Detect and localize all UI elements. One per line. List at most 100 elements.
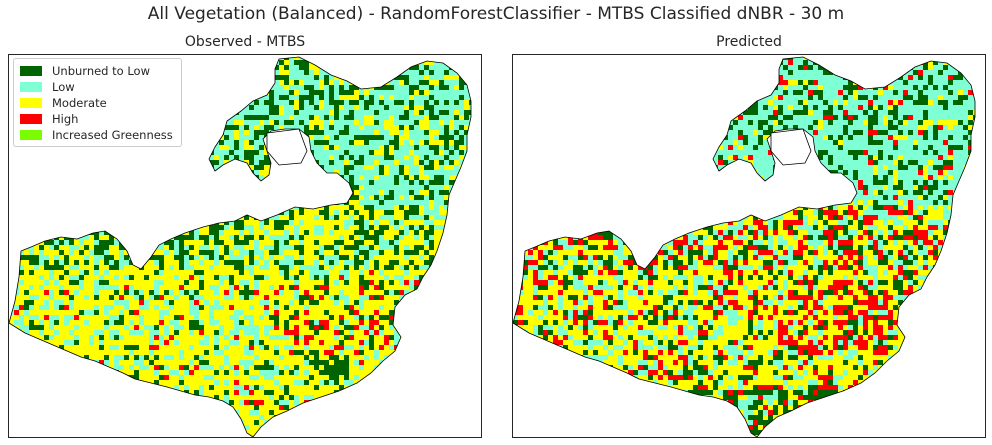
raster-cell [334, 245, 339, 250]
raster-cell [409, 70, 414, 75]
raster-cell [324, 57, 329, 60]
raster-cell [334, 105, 339, 110]
raster-cell [164, 315, 169, 320]
raster-cell [404, 90, 409, 95]
raster-cell [29, 265, 34, 270]
raster-cell [469, 205, 471, 210]
raster-cell [319, 305, 324, 310]
raster-cell [29, 195, 34, 200]
raster-cell [9, 270, 14, 275]
raster-cell [299, 115, 304, 120]
raster-cell [389, 110, 394, 115]
raster-cell [464, 190, 469, 195]
raster-cell [439, 145, 444, 150]
raster-cell [274, 57, 279, 60]
raster-cell [29, 235, 34, 240]
raster-cell [469, 250, 471, 255]
raster-cell [404, 110, 409, 115]
raster-cell [369, 285, 374, 290]
raster-cell [344, 110, 349, 115]
raster-cell [14, 240, 19, 245]
raster-cell [424, 90, 429, 95]
raster-cell [409, 235, 414, 240]
raster-cell [424, 130, 429, 135]
raster-cell [349, 190, 354, 195]
raster-cell [474, 70, 479, 75]
raster-cell [209, 85, 214, 90]
raster-cell [224, 235, 229, 240]
raster-cell [19, 195, 24, 200]
raster-cell [339, 270, 344, 275]
raster-cell [354, 57, 359, 60]
raster-cell [249, 305, 254, 310]
raster-cell [259, 75, 264, 80]
raster-cell [189, 95, 194, 100]
raster-cell [104, 180, 109, 185]
raster-cell [394, 130, 399, 135]
raster-cell [319, 160, 324, 165]
raster-cell [474, 200, 479, 205]
raster-cell [209, 185, 214, 190]
raster-cell [174, 160, 179, 165]
raster-cell [189, 120, 194, 125]
raster-cell [9, 190, 14, 195]
raster-cell [274, 265, 279, 270]
raster-cell [29, 230, 34, 235]
raster-cell [274, 270, 279, 275]
raster-cell [219, 185, 224, 190]
raster-cell [279, 235, 284, 240]
raster-cell [359, 265, 364, 270]
raster-cell [214, 255, 219, 260]
raster-cell [389, 125, 394, 130]
raster-cell [394, 220, 399, 225]
raster-cell [209, 140, 214, 145]
raster-cell [434, 285, 439, 290]
raster-cell [164, 245, 169, 250]
raster-cell [404, 57, 409, 60]
raster-cell [114, 185, 119, 190]
raster-cell [269, 290, 274, 295]
raster-cell [119, 190, 124, 195]
raster-cell [194, 315, 199, 320]
raster-cell [269, 57, 274, 60]
raster-cell [79, 250, 84, 255]
raster-cell [254, 115, 259, 120]
raster-cell [289, 245, 294, 250]
raster-cell [244, 155, 249, 160]
raster-cell [89, 240, 94, 245]
raster-cell [234, 175, 239, 180]
raster-cell [429, 175, 434, 180]
raster-cell [454, 85, 459, 90]
raster-cell [324, 225, 329, 230]
raster-cell [249, 290, 254, 295]
raster-cell [359, 160, 364, 165]
raster-cell [339, 190, 344, 195]
raster-cell [69, 185, 74, 190]
raster-cell [384, 295, 389, 300]
raster-cell [359, 95, 364, 100]
raster-cell [324, 90, 329, 95]
raster-cell [259, 65, 264, 70]
raster-cell [434, 275, 439, 280]
raster-cell [189, 300, 194, 305]
raster-cell [404, 300, 409, 305]
raster-cell [289, 230, 294, 235]
raster-cell [344, 270, 349, 275]
raster-cell [359, 90, 364, 95]
raster-cell [439, 105, 444, 110]
raster-cell [274, 170, 279, 175]
raster-cell [194, 255, 199, 260]
raster-cell [329, 215, 334, 220]
raster-cell [319, 270, 324, 275]
raster-cell [429, 180, 434, 185]
raster-cell [449, 220, 454, 225]
raster-cell [284, 215, 289, 220]
raster-cell [449, 235, 454, 240]
raster-cell [189, 275, 194, 280]
raster-cell [34, 175, 39, 180]
raster-cell [19, 245, 24, 250]
raster-cell [474, 100, 479, 105]
raster-cell [419, 265, 424, 270]
raster-cell [174, 155, 179, 160]
raster-cell [219, 315, 224, 320]
